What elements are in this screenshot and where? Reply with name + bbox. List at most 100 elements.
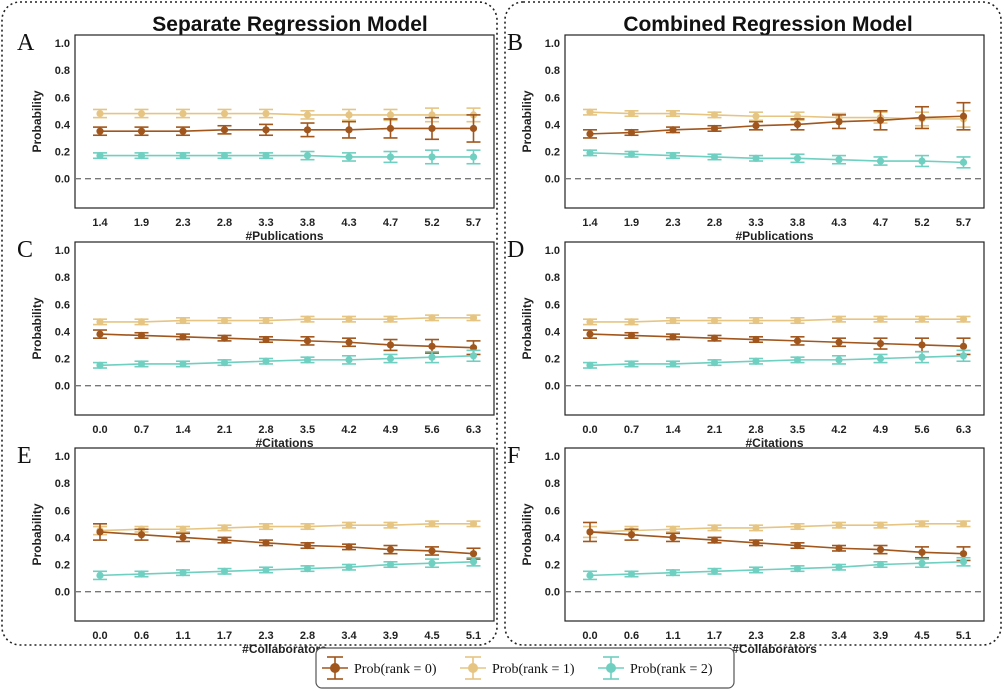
x-tick-label: 4.7 [383,217,398,229]
plot-frame [564,447,985,622]
x-tick-label: 5.7 [956,217,971,229]
series-line [100,154,474,158]
data-point [835,356,843,364]
x-tick-label: 1.9 [134,217,149,229]
data-point [303,541,312,550]
data-point [710,334,719,342]
data-point [96,528,104,536]
data-point [959,342,968,350]
x-tick-label: 2.3 [748,630,763,642]
series-line [100,112,474,116]
x-tick-label: 5.6 [914,424,929,436]
data-point [428,111,436,119]
data-point [959,315,968,323]
data-point [627,531,636,539]
x-tick-label: 3.9 [873,630,888,642]
data-point [793,522,802,531]
y-tick-label: 0.8 [55,65,70,77]
x-tick-label: 1.1 [665,630,680,642]
x-axis-label: #Collaborators [732,642,817,656]
data-point [835,156,843,164]
data-point [303,151,312,160]
data-point [386,341,395,349]
data-point [752,566,760,574]
series-line [99,561,474,577]
data-point [303,126,312,134]
x-tick-label: 4.5 [914,630,929,642]
data-point [386,521,395,529]
x-tick-label: 2.8 [790,630,805,642]
y-tick-label: 0.8 [545,478,560,490]
right-header: Combined Regression Model [623,13,912,36]
y-axis-label: Probability [520,297,534,359]
data-point [586,330,594,338]
data-point [669,109,677,118]
data-point [137,331,146,340]
x-tick-label: 1.9 [624,217,639,229]
x-tick-label: 5.2 [914,217,929,229]
series-line [99,355,474,367]
x-tick-label: 1.7 [217,630,232,642]
right-group-box [504,1,1002,646]
data-point [96,361,104,369]
series-rank-1 [93,520,481,536]
y-axis-label: Probability [30,297,44,359]
data-point [428,314,436,322]
y-tick-label: 0.2 [55,560,70,572]
data-point [752,154,760,162]
legend-item-rank-0: Prob(rank = 0) [322,656,437,680]
data-point [835,338,843,346]
data-point [918,520,926,528]
data-point [179,360,187,368]
x-tick-label: 4.3 [831,217,846,229]
y-tick-label: 0.0 [55,381,70,393]
y-tick-label: 0.2 [545,354,560,366]
y-tick-label: 0.0 [545,174,560,186]
series-rank-0 [583,101,971,139]
data-point [918,315,926,323]
data-point [303,564,312,573]
data-point [428,559,436,567]
x-tick-label: 2.8 [300,630,315,642]
data-point [303,315,312,323]
data-point [469,520,478,528]
x-tick-label: 0.7 [134,424,149,436]
x-tick-label: 3.5 [790,424,805,436]
x-tick-label: 3.4 [341,630,357,642]
series-line [590,318,964,323]
data-point [469,344,478,352]
data-point [428,353,436,361]
data-point [959,558,968,566]
x-tick-label: 2.8 [258,424,273,436]
data-point [96,330,104,338]
series-rank-0 [93,329,481,356]
data-point [262,316,270,325]
x-tick-label: 0.0 [92,630,107,642]
data-point [710,111,719,119]
data-point [469,124,478,133]
data-point [262,566,270,574]
data-point [179,333,187,341]
plot-frame [74,34,495,209]
data-point [752,539,760,547]
legend-marker-dot [606,663,616,673]
data-point [752,335,760,344]
y-tick-label: 0.4 [545,532,561,544]
y-tick-label: 0.0 [55,587,70,599]
data-point [179,151,187,160]
data-point [669,151,677,160]
y-tick-label: 1.0 [545,38,560,50]
y-tick-label: 0.0 [55,174,70,186]
data-point [137,570,146,578]
series-rank-2 [93,556,481,581]
series-line [589,531,964,555]
y-tick-label: 0.4 [545,119,561,131]
series-line [99,523,474,532]
x-tick-label: 2.1 [707,424,722,436]
data-point [386,315,395,323]
data-point [386,546,395,554]
data-point [959,520,968,528]
data-point [469,558,478,566]
y-tick-label: 0.6 [55,92,70,104]
data-point [262,357,270,365]
